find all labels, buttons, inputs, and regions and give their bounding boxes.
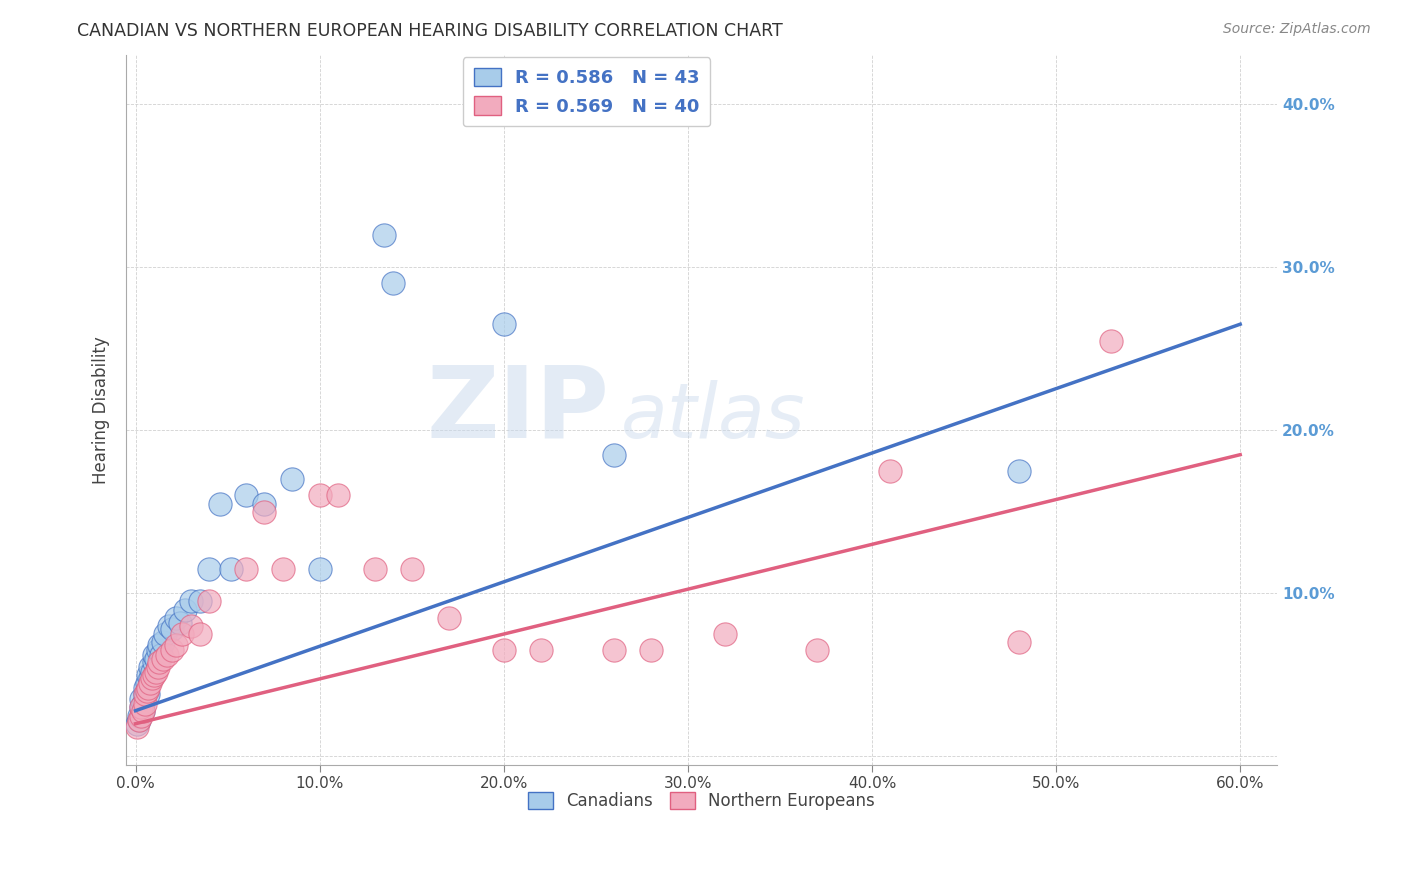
Point xyxy=(128,714,150,728)
Point xyxy=(713,627,735,641)
Point xyxy=(326,488,349,502)
Point xyxy=(235,562,257,576)
Point xyxy=(135,684,157,698)
Point xyxy=(127,720,149,734)
Point xyxy=(188,594,211,608)
Point xyxy=(148,655,170,669)
Point xyxy=(603,643,626,657)
Point xyxy=(165,639,187,653)
Point xyxy=(492,643,515,657)
Point xyxy=(170,627,193,641)
Y-axis label: Hearing Disability: Hearing Disability xyxy=(93,336,110,483)
Point xyxy=(139,676,162,690)
Point xyxy=(145,665,167,679)
Point xyxy=(382,277,405,291)
Point xyxy=(271,562,294,576)
Point xyxy=(198,594,221,608)
Point xyxy=(134,681,156,695)
Point xyxy=(128,714,150,728)
Point xyxy=(165,611,187,625)
Point xyxy=(139,659,162,673)
Point xyxy=(1099,334,1122,348)
Point xyxy=(127,716,149,731)
Point xyxy=(135,676,157,690)
Point xyxy=(188,627,211,641)
Point xyxy=(135,684,157,698)
Point xyxy=(1008,464,1031,478)
Point xyxy=(156,648,179,663)
Point xyxy=(152,651,174,665)
Point xyxy=(180,594,202,608)
Point xyxy=(806,643,828,657)
Point xyxy=(209,497,232,511)
Point xyxy=(142,655,165,669)
Point xyxy=(364,562,387,576)
Point xyxy=(253,497,276,511)
Point xyxy=(219,562,242,576)
Point xyxy=(146,643,169,657)
Point xyxy=(141,665,163,679)
Point xyxy=(308,562,330,576)
Point xyxy=(603,448,626,462)
Point xyxy=(134,697,156,711)
Point xyxy=(640,643,662,657)
Point xyxy=(132,704,155,718)
Point xyxy=(180,619,202,633)
Point xyxy=(150,648,173,663)
Text: ZIP: ZIP xyxy=(427,361,610,458)
Point xyxy=(1008,635,1031,649)
Point xyxy=(153,627,176,641)
Point xyxy=(141,671,163,685)
Point xyxy=(132,704,155,718)
Point xyxy=(145,651,167,665)
Point xyxy=(169,615,191,630)
Point xyxy=(138,681,160,695)
Point xyxy=(162,643,184,657)
Point xyxy=(437,611,460,625)
Point xyxy=(162,622,184,636)
Point xyxy=(129,700,152,714)
Point xyxy=(138,668,160,682)
Point xyxy=(373,227,395,242)
Point xyxy=(146,659,169,673)
Point xyxy=(134,687,156,701)
Point xyxy=(132,697,155,711)
Legend: Canadians, Northern Europeans: Canadians, Northern Europeans xyxy=(522,785,882,816)
Text: CANADIAN VS NORTHERN EUROPEAN HEARING DISABILITY CORRELATION CHART: CANADIAN VS NORTHERN EUROPEAN HEARING DI… xyxy=(77,22,783,40)
Point xyxy=(138,687,160,701)
Point xyxy=(253,505,276,519)
Text: Source: ZipAtlas.com: Source: ZipAtlas.com xyxy=(1223,22,1371,37)
Point xyxy=(198,562,221,576)
Point xyxy=(879,464,901,478)
Point xyxy=(401,562,423,576)
Point xyxy=(142,648,165,663)
Point xyxy=(152,635,174,649)
Text: atlas: atlas xyxy=(621,380,806,454)
Point xyxy=(157,619,180,633)
Point xyxy=(134,687,156,701)
Point xyxy=(492,317,515,331)
Point xyxy=(128,708,150,723)
Point xyxy=(129,708,152,723)
Point xyxy=(308,488,330,502)
Point xyxy=(142,668,165,682)
Point xyxy=(148,639,170,653)
Point xyxy=(139,671,162,685)
Point xyxy=(129,692,152,706)
Point xyxy=(281,472,304,486)
Point xyxy=(529,643,551,657)
Point xyxy=(235,488,257,502)
Point xyxy=(174,602,197,616)
Point xyxy=(129,700,152,714)
